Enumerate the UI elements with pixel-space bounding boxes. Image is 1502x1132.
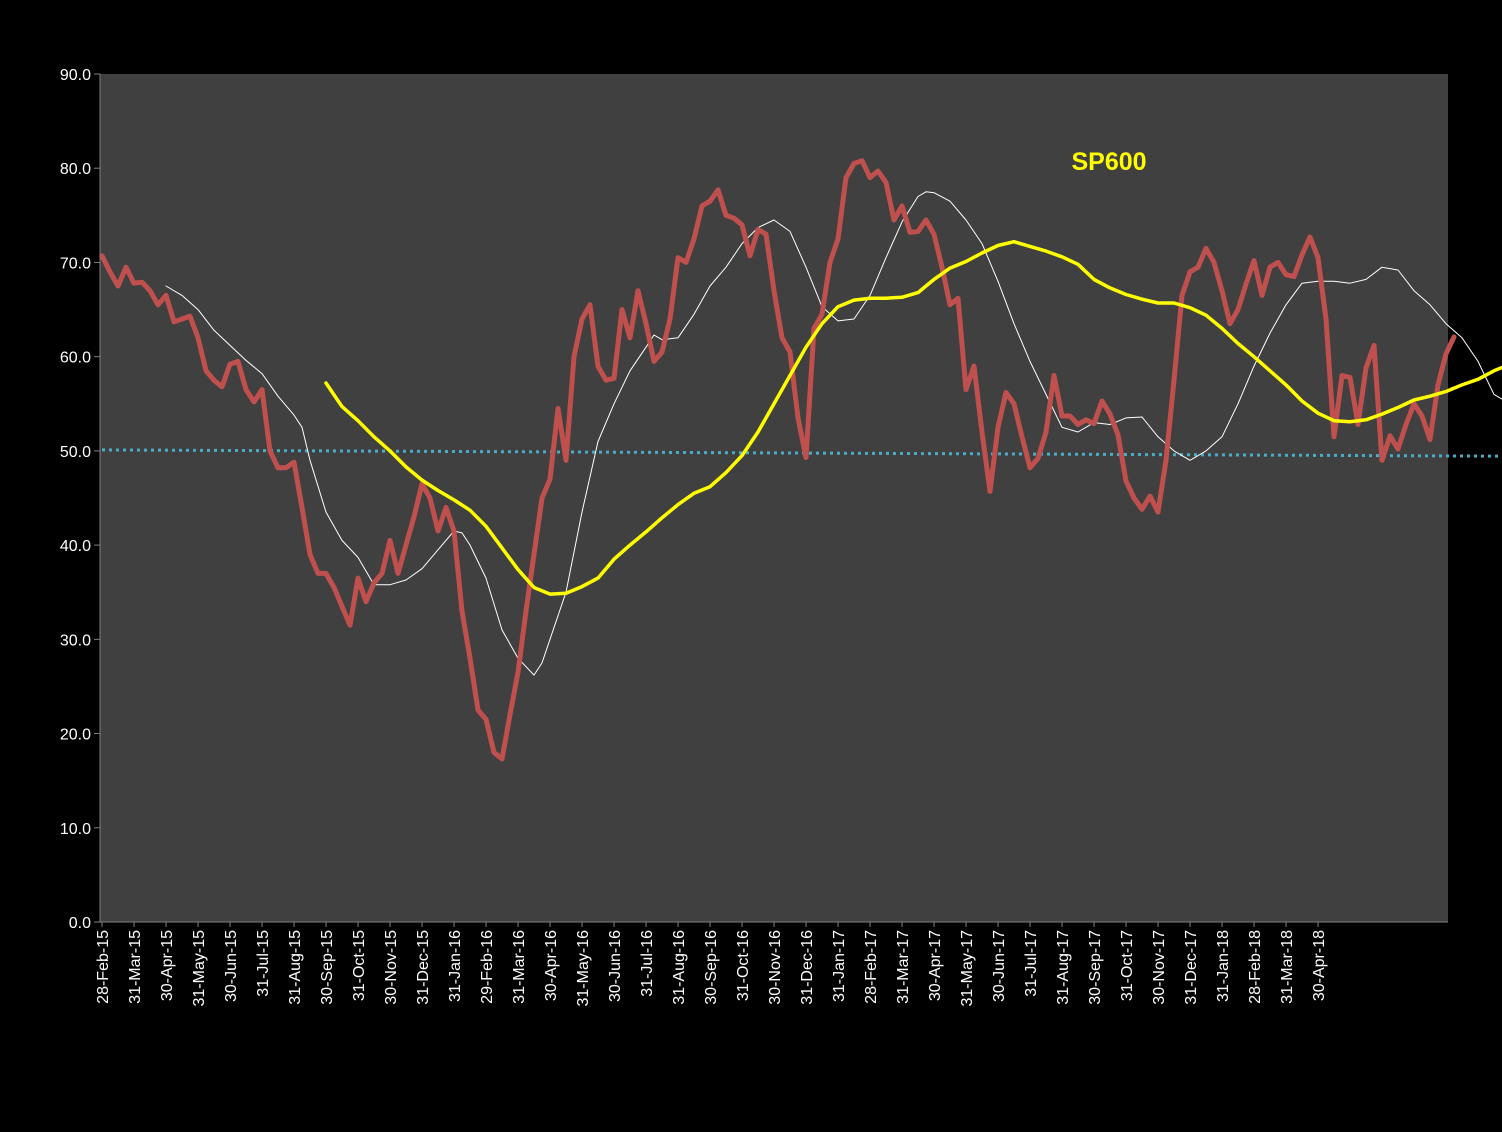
x-tick-label: 30-Jun-15 bbox=[223, 930, 240, 1002]
x-tick-label: 30-Apr-18 bbox=[1311, 930, 1328, 1001]
series-line-yellow bbox=[324, 239, 1502, 596]
x-tick-label: 31-Dec-15 bbox=[415, 930, 432, 1005]
x-tick-label: 30-Sep-17 bbox=[1087, 930, 1104, 1005]
series-layer bbox=[99, 158, 1502, 762]
y-tick-label: 90.0 bbox=[60, 67, 91, 84]
series-line-red bbox=[99, 158, 1457, 762]
plot-area bbox=[100, 74, 1448, 922]
x-tick-label: 30-Nov-16 bbox=[767, 930, 784, 1005]
y-tick-label: 50.0 bbox=[60, 444, 91, 461]
x-tick-label: 30-Jun-16 bbox=[607, 930, 624, 1002]
x-tick-label: 31-Aug-15 bbox=[287, 930, 304, 1005]
x-tick-label: 31-Oct-17 bbox=[1119, 930, 1136, 1001]
x-tick-label: 31-Jan-18 bbox=[1215, 930, 1232, 1002]
x-tick-label: 31-Dec-16 bbox=[799, 930, 816, 1005]
x-tick-label: 30-Apr-17 bbox=[927, 930, 944, 1001]
x-tick-label: 31-May-16 bbox=[575, 930, 592, 1007]
y-tick-label: 10.0 bbox=[60, 821, 91, 838]
x-tick-label: 31-Oct-16 bbox=[735, 930, 752, 1001]
x-tick-label: 31-Aug-16 bbox=[671, 930, 688, 1005]
y-tick-label: 60.0 bbox=[60, 350, 91, 367]
x-tick-label: 30-Sep-16 bbox=[703, 930, 720, 1005]
x-tick-label: 31-Jan-17 bbox=[831, 930, 848, 1002]
x-tick-label: 31-May-15 bbox=[191, 930, 208, 1007]
series-annotation-label: SP600 bbox=[1071, 148, 1146, 176]
x-tick-label: 30-Nov-15 bbox=[383, 930, 400, 1005]
x-tick-label: 28-Feb-17 bbox=[863, 930, 880, 1004]
x-tick-label: 31-Mar-16 bbox=[511, 930, 528, 1004]
reference-line-dotted bbox=[101, 448, 1502, 458]
x-tick-label: 31-Jul-15 bbox=[255, 930, 272, 997]
x-tick-label: 31-Oct-15 bbox=[351, 930, 368, 1001]
x-tick-label: 30-Nov-17 bbox=[1151, 930, 1168, 1005]
x-tick-label: 31-May-17 bbox=[959, 930, 976, 1007]
x-tick-label: 31-Mar-18 bbox=[1279, 930, 1296, 1004]
x-tick-label: 30-Jun-17 bbox=[991, 930, 1008, 1002]
x-tick-label: 31-Mar-15 bbox=[127, 930, 144, 1004]
y-tick-label: 80.0 bbox=[60, 161, 91, 178]
x-tick-label: 31-Jan-16 bbox=[447, 930, 464, 1002]
x-tick-label: 31-Mar-17 bbox=[895, 930, 912, 1004]
x-axis: 28-Feb-15 31-Mar-15 30-Apr-15 31-May-15 30-J… bbox=[95, 921, 1448, 1007]
x-tick-label: 28-Feb-18 bbox=[1247, 930, 1264, 1004]
y-tick-label: 0.0 bbox=[69, 915, 91, 932]
y-tick-label: 20.0 bbox=[60, 727, 91, 744]
x-tick-label: 30-Apr-15 bbox=[159, 930, 176, 1001]
y-axis: 0.0 10.0 20.0 30.0 40.0 50.0 60.0 70.0 80.0 90.0 bbox=[60, 67, 101, 932]
y-tick-label: 70.0 bbox=[60, 255, 91, 272]
x-tick-label: 29-Feb-16 bbox=[479, 930, 496, 1004]
x-tick-label: 31-Aug-17 bbox=[1055, 930, 1072, 1005]
y-tick-label: 40.0 bbox=[60, 538, 91, 555]
x-tick-label: 31-Dec-17 bbox=[1183, 930, 1200, 1005]
x-tick-label: 31-Jul-16 bbox=[639, 930, 656, 997]
y-tick-label: 30.0 bbox=[60, 632, 91, 649]
x-tick-label: 31-Jul-17 bbox=[1023, 930, 1040, 997]
x-tick-label: 30-Apr-16 bbox=[543, 930, 560, 1001]
series-line-white bbox=[165, 191, 1502, 676]
x-tick-label: 30-Sep-15 bbox=[319, 930, 336, 1005]
x-tick-label: 28-Feb-15 bbox=[95, 930, 112, 1004]
